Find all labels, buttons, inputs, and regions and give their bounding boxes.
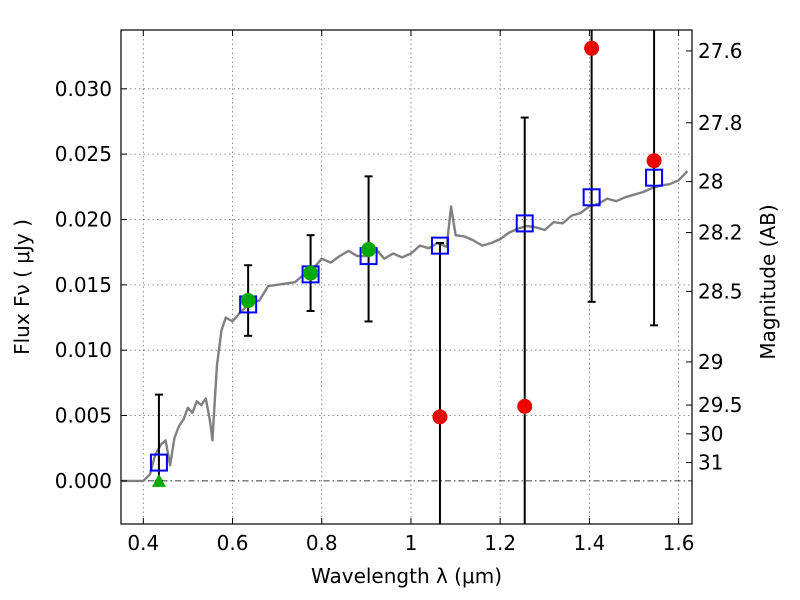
sed-model-line <box>121 170 689 483</box>
x-tick-label: 1.2 <box>484 531 516 555</box>
y-tick-label: 0.010 <box>55 338 112 362</box>
y-tick-label: 0.020 <box>55 207 112 231</box>
detection-point <box>361 242 377 258</box>
model-photometry-point <box>645 168 664 187</box>
model-photometry-point <box>149 453 168 472</box>
right-tick-label: 28.2 <box>698 221 743 245</box>
right-tick-label: 27.8 <box>698 111 743 135</box>
error-bars <box>154 30 659 524</box>
photometry-markers <box>149 40 664 487</box>
x-tick-label: 0.6 <box>217 531 249 555</box>
y-tick-label: 0.015 <box>55 273 112 297</box>
y-tick-label: 0.030 <box>55 77 112 101</box>
y-axis-ticks: 0.000 0.005 0.010 0.015 0.020 0.025 0.030 <box>55 77 127 493</box>
non-detection-point <box>584 40 600 56</box>
y-tick-label: 0.025 <box>55 142 112 166</box>
grid-lines <box>121 30 692 524</box>
right-axis-label: Magnitude (AB) <box>756 204 780 359</box>
y-axis-label: Flux Fν ( μJy ) <box>10 219 34 355</box>
sed-model-curve <box>121 170 689 483</box>
x-tick-label: 1.6 <box>663 531 695 555</box>
x-axis-label: Wavelength λ (μm) <box>311 564 502 588</box>
upper-limit-point <box>151 473 166 487</box>
right-tick-label: 30 <box>698 422 723 446</box>
right-tick-label: 31 <box>698 451 723 475</box>
right-tick-label: 28 <box>698 170 723 194</box>
right-tick-label: 27.6 <box>698 39 743 63</box>
model-photometry-point <box>582 188 601 207</box>
detection-point <box>303 265 319 281</box>
detection-point <box>240 293 256 309</box>
right-tick-label: 28.5 <box>698 279 743 303</box>
non-detection-point <box>646 153 662 169</box>
x-tick-label: 0.8 <box>306 531 338 555</box>
x-tick-label: 0.4 <box>127 531 159 555</box>
non-detection-point <box>432 409 448 425</box>
y-tick-label: 0.005 <box>55 404 112 428</box>
model-photometry-point <box>515 214 534 233</box>
plot-frame <box>120 29 693 525</box>
non-detection-point <box>517 398 533 414</box>
x-axis-ticks: 0.4 0.6 0.8 1 1.2 1.4 1.6 <box>127 30 695 555</box>
x-tick-label: 1.4 <box>573 531 605 555</box>
model-photometry-point <box>430 236 449 255</box>
y-tick-label: 0.000 <box>55 469 112 493</box>
right-axis-ticks: 27.6 27.8 28 28.2 28.5 29 29.5 30 31 <box>686 39 743 475</box>
right-tick-label: 29.5 <box>698 393 743 417</box>
x-tick-label: 1 <box>405 531 418 555</box>
right-tick-label: 29 <box>698 350 723 374</box>
